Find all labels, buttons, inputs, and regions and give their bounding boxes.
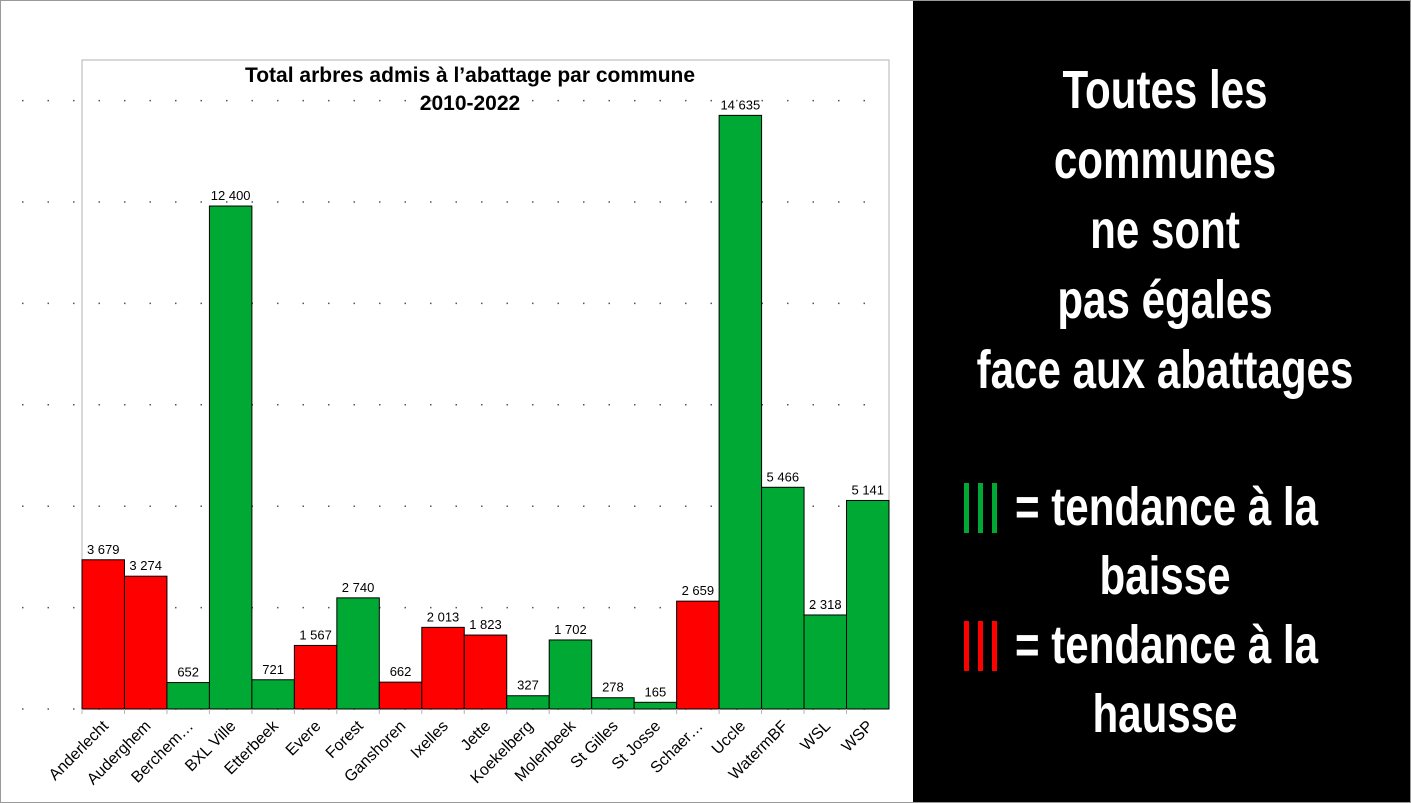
legend-swatch (964, 621, 969, 671)
chart-subtitle: 2010-2022 (420, 92, 520, 115)
bar (718, 114, 763, 710)
legend-text: = tendance à la (1015, 477, 1319, 537)
panel-heading: ne sont (1090, 200, 1240, 260)
value-label: 12 400 (211, 188, 251, 203)
value-label: 1 823 (469, 617, 502, 632)
chart-title: Total arbres admis à l’abattage par comm… (245, 64, 695, 87)
value-label: 5 141 (851, 482, 884, 497)
legend-swatch (978, 483, 983, 533)
bar (123, 575, 168, 710)
bar (591, 697, 635, 710)
panel-heading: communes (1054, 130, 1276, 190)
legend-item: = tendance à la baisse (964, 477, 1319, 606)
bar (633, 701, 678, 710)
bar (166, 682, 210, 710)
bar (251, 679, 295, 710)
value-label: 652 (177, 665, 199, 680)
value-label: 2 659 (682, 583, 715, 598)
value-label: 2 740 (342, 580, 375, 595)
bar (803, 614, 848, 710)
panel-heading: Toutes les (1062, 60, 1267, 120)
value-label: 327 (517, 678, 539, 693)
legend-swatch (992, 483, 997, 533)
bar (548, 639, 593, 710)
legend-text: hausse (1092, 684, 1237, 744)
value-label: 1 702 (554, 622, 587, 637)
bar (378, 681, 423, 710)
panel-heading: face aux abattages (977, 340, 1354, 400)
value-label: 165 (645, 684, 667, 699)
bar (208, 205, 253, 710)
bar (463, 634, 508, 710)
value-label: 5 466 (767, 469, 800, 484)
bar (421, 626, 465, 710)
bar (81, 559, 125, 710)
value-label: 278 (602, 680, 624, 695)
legend-swatch (978, 621, 983, 671)
side-panel (913, 0, 1411, 803)
value-label: 1 567 (299, 627, 332, 642)
bar (846, 499, 890, 710)
legend-text: baisse (1099, 546, 1230, 606)
bar (506, 695, 550, 710)
value-label: 2 318 (809, 597, 842, 612)
value-label: 2 013 (427, 609, 460, 624)
panel-heading: pas égales (1057, 270, 1272, 330)
legend-swatch (992, 621, 997, 671)
value-label: 14 635 (720, 97, 760, 112)
value-label: 3 679 (87, 542, 120, 557)
bar (293, 644, 338, 710)
bar (336, 597, 380, 710)
value-label: 3 274 (129, 558, 162, 573)
legend-text: = tendance à la (1015, 615, 1319, 675)
value-label: 662 (390, 664, 412, 679)
legend-item: = tendance à la hausse (964, 615, 1319, 744)
bar (761, 486, 805, 710)
bar (676, 600, 720, 710)
value-label: 721 (262, 662, 284, 677)
legend-swatch (964, 483, 969, 533)
